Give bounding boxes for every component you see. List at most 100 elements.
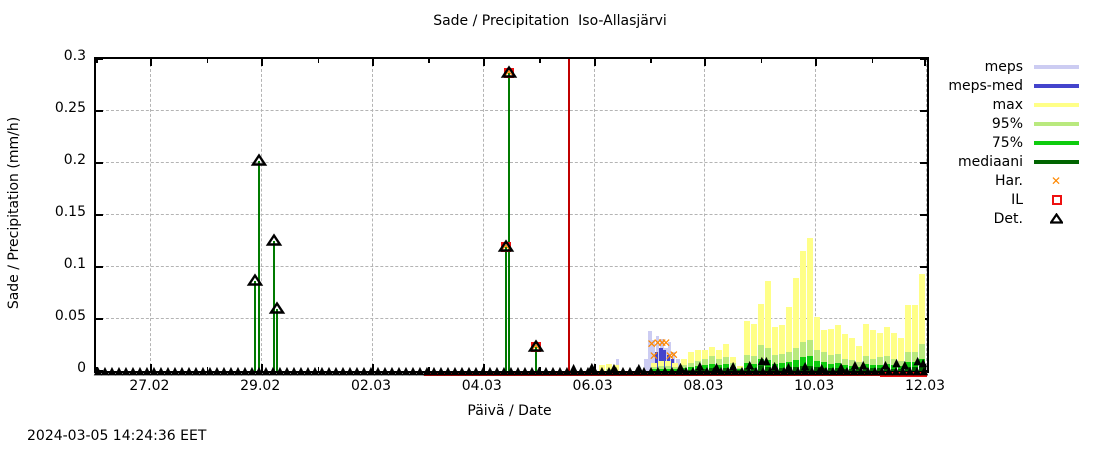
p75-bar [828, 363, 835, 371]
v-gridline [261, 59, 263, 371]
det-baseline-triangle: ▲ [464, 364, 474, 377]
x-tick-major [482, 364, 485, 371]
p95-bar [919, 343, 925, 371]
det-baseline-triangle: ▲ [723, 364, 733, 377]
p75-bar [792, 359, 799, 371]
max-bar [890, 332, 897, 371]
meps-bar [651, 339, 656, 371]
h-gridline [96, 318, 927, 319]
x-tick-major [261, 364, 264, 371]
y-tick-label: 0.3 [63, 48, 86, 64]
p75-bar [680, 367, 687, 371]
max-bar [884, 327, 891, 371]
det-baseline-triangle: ▲ [639, 364, 649, 377]
p75-bar [919, 358, 925, 371]
observation-spike [257, 160, 260, 371]
p75-bar [757, 358, 764, 371]
det-bump-triangle: ▲ [859, 357, 868, 371]
p75-bar [650, 368, 657, 371]
p75-bar [671, 368, 678, 371]
p75-bar [716, 364, 723, 371]
legend-line-sample [1034, 141, 1079, 145]
median-bar [757, 365, 764, 371]
median-bar [778, 367, 785, 371]
p75-bar [765, 359, 771, 371]
max-bar [778, 325, 785, 371]
det-bump-triangle: ▲ [569, 360, 578, 374]
median-bar [722, 367, 729, 371]
p95-bar [680, 364, 687, 371]
det-baseline-triangle: ▲ [688, 364, 698, 377]
det-baseline-triangle: ▲ [149, 364, 159, 377]
har-x-marker: ✕ [500, 239, 511, 254]
har-x-marker: ✕ [668, 348, 679, 363]
median-bar [736, 369, 743, 371]
det-bump-triangle: ▲ [918, 355, 928, 369]
har-x-marker: ✕ [664, 349, 675, 364]
legend-x-marker-icon: ✕ [1050, 174, 1062, 188]
det-baseline-triangle: ▲ [499, 364, 509, 377]
observation-spike [253, 280, 256, 371]
p95-bar [813, 350, 820, 371]
det-baseline-triangle: ▲ [772, 364, 782, 377]
det-baseline-triangle: ▲ [450, 364, 460, 377]
har-x-marker: ✕ [652, 335, 663, 350]
y-tick-label: 0.1 [63, 256, 86, 272]
x-tick-major [924, 364, 926, 371]
y-tick [920, 370, 927, 372]
y-tick [920, 266, 927, 268]
x-tick-minor [650, 59, 652, 63]
det-baseline-triangle: ▲ [863, 364, 873, 377]
v-gridline [704, 59, 706, 371]
x-tick-major [150, 364, 153, 371]
det-baseline-triangle: ▲ [401, 364, 411, 377]
max-bar [664, 360, 671, 371]
max-bar [695, 350, 702, 371]
det-baseline-triangle: ▲ [765, 364, 775, 377]
p75-bar [884, 363, 891, 371]
det-baseline-triangle: ▲ [583, 364, 593, 377]
p95-bar [606, 368, 612, 371]
max-bar [897, 337, 904, 371]
det-baseline-triangle: ▲ [268, 364, 278, 377]
p75-bar [869, 364, 876, 371]
median-bar [680, 369, 687, 371]
det-baseline-triangle: ▲ [835, 364, 845, 377]
det-baseline-triangle: ▲ [394, 364, 404, 377]
det-baseline-triangle: ▲ [695, 364, 705, 377]
det-baseline-triangle: ▲ [590, 364, 600, 377]
median-bar [911, 366, 918, 371]
legend-item-label: meps [984, 59, 1023, 75]
x-tick-minor [317, 59, 320, 63]
det-bump-triangle: ▲ [712, 359, 721, 373]
y-tick-label: 0.2 [63, 152, 86, 168]
det-baseline-triangle: ▲ [93, 364, 103, 377]
legend-item-label: Har. [994, 173, 1023, 189]
det-baseline-triangle: ▲ [730, 364, 740, 377]
median-bar [884, 367, 891, 371]
det-baseline-triangle: ▲ [331, 364, 341, 377]
median-bar [702, 368, 709, 371]
y-axis-label: Sade / Precipitation (mm/h) [6, 116, 22, 310]
x-tick-major [593, 364, 596, 371]
y-tick [96, 214, 103, 216]
median-bar [792, 366, 799, 371]
y-tick [920, 214, 927, 216]
det-baseline-triangle: ▲ [240, 364, 250, 377]
legend-item-label: 95% [991, 116, 1023, 132]
p95-bar [848, 359, 855, 371]
p75-bar [743, 362, 750, 371]
det-baseline-triangle: ▲ [443, 364, 453, 377]
det-bump-triangle: ▲ [770, 358, 779, 372]
h-gridline [96, 214, 927, 215]
median-bar [716, 368, 723, 371]
det-baseline-triangle: ▲ [156, 364, 166, 377]
x-tick-major [704, 59, 707, 66]
det-baseline-triangle: ▲ [121, 364, 131, 377]
det-baseline-triangle: ▲ [408, 364, 418, 377]
legend-line-sample [1034, 160, 1079, 164]
p75-bar [834, 362, 841, 371]
det-bump-triangle: ▲ [609, 360, 619, 374]
det-baseline-triangle: ▲ [779, 364, 789, 377]
